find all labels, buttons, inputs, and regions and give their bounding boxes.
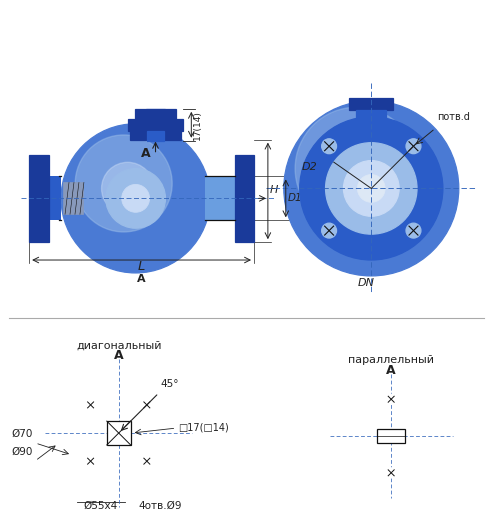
Text: A: A	[137, 274, 146, 284]
Text: 17(14): 17(14)	[193, 110, 202, 140]
Bar	[205, 177, 235, 220]
Bar	[377, 429, 405, 443]
Text: A: A	[386, 365, 396, 377]
Text: D1: D1	[288, 194, 303, 204]
Bar	[356, 110, 386, 120]
Text: □17(□14): □17(□14)	[179, 422, 229, 432]
Circle shape	[85, 456, 96, 467]
Circle shape	[406, 139, 421, 154]
Circle shape	[141, 399, 153, 410]
Bar	[349, 98, 393, 110]
Bar	[63, 183, 83, 214]
Bar	[49, 177, 61, 220]
Text: H: H	[270, 185, 278, 196]
Circle shape	[328, 141, 399, 211]
Bar	[146, 109, 165, 129]
Circle shape	[61, 124, 210, 273]
Circle shape	[322, 139, 337, 154]
Text: параллельный: параллельный	[348, 356, 434, 366]
Bar	[127, 119, 184, 131]
Text: 4отв.Ø9: 4отв.Ø9	[139, 501, 182, 511]
Text: DN: DN	[357, 278, 374, 288]
Circle shape	[343, 160, 399, 216]
Circle shape	[357, 175, 385, 203]
Text: A: A	[114, 349, 123, 362]
Bar	[235, 155, 254, 242]
Text: диагональный: диагональный	[76, 340, 161, 350]
Text: Ø70: Ø70	[12, 429, 33, 439]
Text: Ø90: Ø90	[12, 447, 33, 457]
Text: A: A	[141, 147, 151, 159]
Circle shape	[101, 163, 154, 215]
Bar	[130, 129, 182, 140]
Circle shape	[322, 223, 337, 238]
Circle shape	[386, 394, 396, 404]
Circle shape	[406, 223, 421, 238]
Circle shape	[122, 185, 150, 213]
Circle shape	[106, 168, 165, 228]
Circle shape	[284, 101, 459, 276]
Bar	[135, 109, 177, 119]
Bar	[147, 131, 164, 140]
Text: L: L	[138, 260, 145, 273]
Circle shape	[326, 143, 417, 234]
Circle shape	[386, 468, 396, 478]
Text: 45°: 45°	[161, 379, 179, 389]
Circle shape	[300, 117, 443, 260]
Circle shape	[141, 456, 153, 467]
Text: Ø55x4: Ø55x4	[84, 501, 118, 511]
Bar	[361, 120, 381, 128]
Text: потв.d: потв.d	[437, 113, 470, 123]
Bar	[107, 421, 131, 445]
Bar	[29, 155, 49, 242]
Circle shape	[75, 135, 172, 232]
Text: D2: D2	[302, 162, 318, 172]
Circle shape	[295, 107, 418, 230]
Circle shape	[85, 399, 96, 410]
Bar	[59, 177, 61, 220]
